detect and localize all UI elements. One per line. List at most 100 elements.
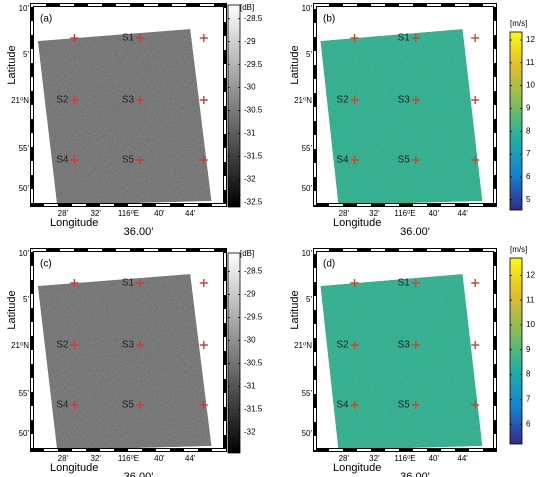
- sar-image: [320, 274, 483, 450]
- colorbar-tick-label: 6: [526, 172, 531, 181]
- station-label: S1: [398, 33, 411, 44]
- station-cross: [471, 96, 480, 104]
- station-cross: [350, 156, 359, 164]
- x-tick-label: 116⁰E: [118, 209, 139, 218]
- colorbar: [509, 257, 523, 445]
- colorbar-tick-label: -29: [244, 289, 256, 298]
- colorbar-tick-label: -29.5: [244, 312, 263, 321]
- station-label: S3: [122, 95, 135, 106]
- colorbar: [227, 4, 241, 208]
- colorbar-tick-label: 11: [526, 295, 535, 304]
- y-tick-label: 10': [302, 4, 313, 13]
- colorbar-tick-label: 12: [526, 35, 535, 44]
- x-tick-label: 116⁰E: [394, 454, 415, 463]
- colorbar-tick-label: -31: [244, 381, 256, 390]
- station-cross: [350, 341, 359, 349]
- x-tick-label: 40': [154, 454, 165, 463]
- map-frame-dash: [31, 249, 226, 451]
- colorbar-tick-label: 8: [526, 370, 531, 379]
- colorbar-tick-label: 8: [526, 126, 531, 135]
- colorbar-unit: [m/s]: [510, 19, 527, 28]
- station-cross: [199, 341, 208, 349]
- colorbar-tick-label: 9: [526, 345, 531, 354]
- station-cross: [136, 156, 145, 164]
- station-cross: [471, 34, 480, 42]
- station-label: S5: [398, 400, 411, 411]
- y-axis-label: Latitude: [6, 45, 18, 84]
- station-label: S2: [56, 340, 69, 351]
- y-axis-label: Latitude: [289, 290, 301, 329]
- colorbar-tick-label: 9: [526, 104, 531, 113]
- station-cross: [350, 401, 359, 409]
- panel-label: (a): [40, 14, 52, 25]
- colorbar: [509, 31, 523, 211]
- x-axis-label: Longitude: [50, 462, 98, 474]
- station-cross: [471, 341, 480, 349]
- station-cross: [471, 156, 480, 164]
- station-label: S2: [56, 95, 69, 106]
- x-tick-label: 44': [185, 454, 196, 463]
- colorbar-tick-label: -31.5: [244, 152, 263, 161]
- station-label: S1: [122, 278, 135, 289]
- colorbar-tick-label: -29: [244, 37, 256, 46]
- x-tick-label: 40': [429, 454, 440, 463]
- station-label: S4: [336, 155, 349, 166]
- station-label: S5: [398, 155, 411, 166]
- x-axis-label: Longitude: [50, 217, 98, 229]
- y-tick-label: 55': [19, 144, 30, 153]
- station-label: S3: [122, 340, 135, 351]
- panel-label: (d): [323, 259, 335, 270]
- y-tick-label: 21⁰N: [11, 96, 29, 105]
- station-cross: [411, 279, 420, 287]
- y-tick-label: 50': [302, 429, 313, 438]
- y-tick-label: 10': [302, 249, 313, 258]
- colorbar-tick-label: 7: [526, 149, 531, 158]
- colorbar-tick-label: -29.5: [244, 60, 263, 69]
- y-tick-label: 5': [23, 50, 29, 59]
- x-tick-label: 40': [154, 209, 165, 218]
- y-tick-label: 5': [306, 295, 312, 304]
- y-tick-label: 5': [23, 295, 29, 304]
- station-label: S5: [122, 400, 135, 411]
- station-cross: [136, 34, 145, 42]
- colorbar-tick-label: -32.5: [244, 198, 263, 207]
- station-cross: [70, 279, 79, 287]
- x-axis-label: Longitude: [333, 217, 381, 229]
- station-label: S3: [398, 340, 411, 351]
- map-frame-dash: [31, 4, 226, 206]
- colorbar-unit: [dB]: [240, 249, 254, 258]
- y-tick-label: 55': [302, 389, 313, 398]
- panel-label: (b): [323, 14, 335, 25]
- colorbar-tick-label: -32: [244, 427, 256, 436]
- station-cross: [136, 341, 145, 349]
- x-tick-label: 28': [339, 454, 350, 463]
- station-cross: [136, 401, 145, 409]
- station-cross: [411, 341, 420, 349]
- station-cross: [70, 156, 79, 164]
- colorbar-tick-label: -31.5: [244, 404, 263, 413]
- map-frame-dash: [314, 4, 496, 206]
- station-cross: [411, 156, 420, 164]
- colorbar-tick-label: -28.5: [244, 14, 263, 23]
- colorbar-tick-label: -31: [244, 129, 256, 138]
- colorbar-tick-label: 11: [526, 58, 535, 67]
- x-tick-label: 28': [58, 454, 69, 463]
- sar-image: [37, 274, 212, 450]
- colorbar-tick-label: -30.5: [244, 358, 263, 367]
- x-tick-label: 32': [369, 209, 380, 218]
- station-cross: [199, 96, 208, 104]
- x-tick-label: 40': [429, 209, 440, 218]
- x-tick-label: 116⁰E: [118, 454, 139, 463]
- x-tick-label: 116⁰E: [394, 209, 415, 218]
- colorbar-tick-label: -30.5: [244, 106, 263, 115]
- x-tick-label: 28': [339, 209, 350, 218]
- station-cross: [411, 34, 420, 42]
- colorbar-tick-label: 10: [526, 81, 535, 90]
- y-tick-label: 21⁰N: [11, 341, 29, 350]
- station-cross: [411, 96, 420, 104]
- y-tick-label: 10': [19, 4, 30, 13]
- station-label: S4: [56, 155, 69, 166]
- x-tick-sub: 36.00': [124, 226, 154, 238]
- x-tick-label: 44': [457, 209, 468, 218]
- y-tick-label: 10': [19, 249, 30, 258]
